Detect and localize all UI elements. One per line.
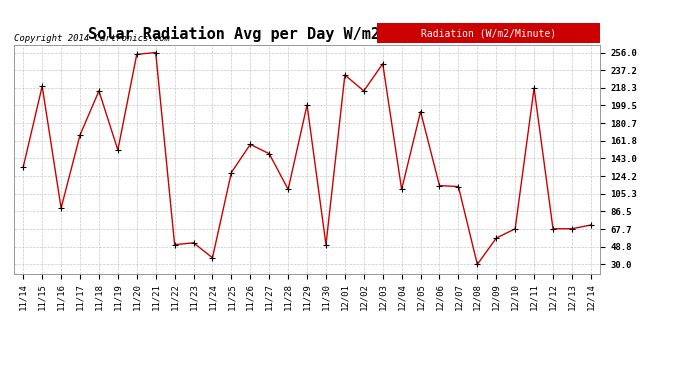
Title: Solar Radiation Avg per Day W/m2/minute 20141214: Solar Radiation Avg per Day W/m2/minute …: [88, 27, 526, 42]
Text: Radiation (W/m2/Minute): Radiation (W/m2/Minute): [422, 28, 556, 38]
FancyBboxPatch shape: [377, 23, 600, 43]
Text: Copyright 2014 Cartronics.com: Copyright 2014 Cartronics.com: [14, 34, 170, 43]
